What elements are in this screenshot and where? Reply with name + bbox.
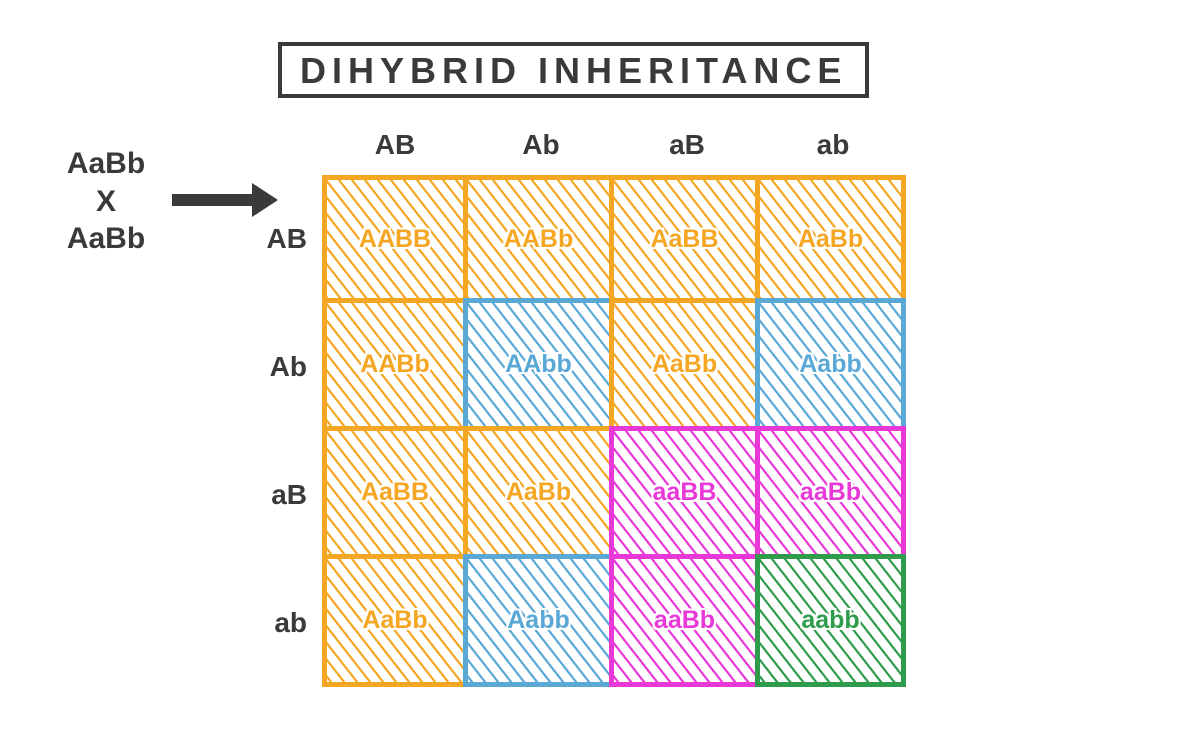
genotype-label: AaBB — [361, 478, 429, 507]
parent-1: AaBb — [46, 145, 166, 183]
punnett-cell: AaBB — [322, 426, 468, 559]
genotype-label: aaBB — [653, 478, 717, 507]
column-headers: ABAbaBab — [322, 129, 906, 161]
page-title: DIHYBRID INHERITANCE — [278, 42, 869, 98]
row-header: ab — [252, 607, 307, 639]
punnett-square: AABB AABb AaBB AaBb AABb AAbb AaBb Aabb AaBB AaBb… — [322, 175, 906, 687]
genotype-label: AABB — [359, 225, 431, 254]
genotype-label: Aabb — [799, 350, 862, 379]
column-header: AB — [322, 129, 468, 161]
punnett-cell: aaBb — [755, 426, 906, 559]
row-header: Ab — [252, 351, 307, 383]
punnett-cell: aaBb — [609, 554, 760, 687]
cross-symbol: X — [46, 183, 166, 221]
punnett-cell: AaBb — [755, 175, 906, 303]
punnett-cell: AaBb — [322, 554, 468, 687]
title-text: DIHYBRID INHERITANCE — [300, 50, 847, 91]
genotype-label: AaBb — [798, 225, 863, 254]
genotype-label: AABb — [504, 225, 573, 254]
punnett-cell: AABb — [463, 175, 614, 303]
genotype-label: aaBb — [654, 606, 715, 635]
genotype-label: AaBb — [506, 478, 571, 507]
punnett-cell: AaBB — [609, 175, 760, 303]
genotype-label: aaBb — [800, 478, 861, 507]
parent-2: AaBb — [46, 220, 166, 258]
diagram-canvas: DIHYBRID INHERITANCE AaBb X AaBb ABAbaBa… — [0, 0, 1200, 756]
punnett-cell: Aabb — [755, 298, 906, 431]
genotype-label: aabb — [801, 606, 859, 635]
column-header: ab — [760, 129, 906, 161]
punnett-cell: AAbb — [463, 298, 614, 431]
column-header: Ab — [468, 129, 614, 161]
genotype-label: AaBB — [650, 225, 718, 254]
punnett-cell: AABB — [322, 175, 468, 303]
column-header: aB — [614, 129, 760, 161]
genotype-label: Aabb — [507, 606, 570, 635]
punnett-cell: aaBB — [609, 426, 760, 559]
parent-cross: AaBb X AaBb — [46, 145, 166, 258]
punnett-cell: AaBb — [463, 426, 614, 559]
genotype-label: AaBb — [652, 350, 717, 379]
punnett-cell: aabb — [755, 554, 906, 687]
genotype-label: AaBb — [362, 606, 427, 635]
genotype-label: AAbb — [505, 350, 572, 379]
row-header: AB — [252, 223, 307, 255]
row-headers: AB Ab aB ab — [252, 175, 307, 687]
punnett-cell: AaBb — [609, 298, 760, 431]
row-header: aB — [252, 479, 307, 511]
genotype-label: AABb — [360, 350, 429, 379]
punnett-cell: Aabb — [463, 554, 614, 687]
punnett-cell: AABb — [322, 298, 468, 431]
